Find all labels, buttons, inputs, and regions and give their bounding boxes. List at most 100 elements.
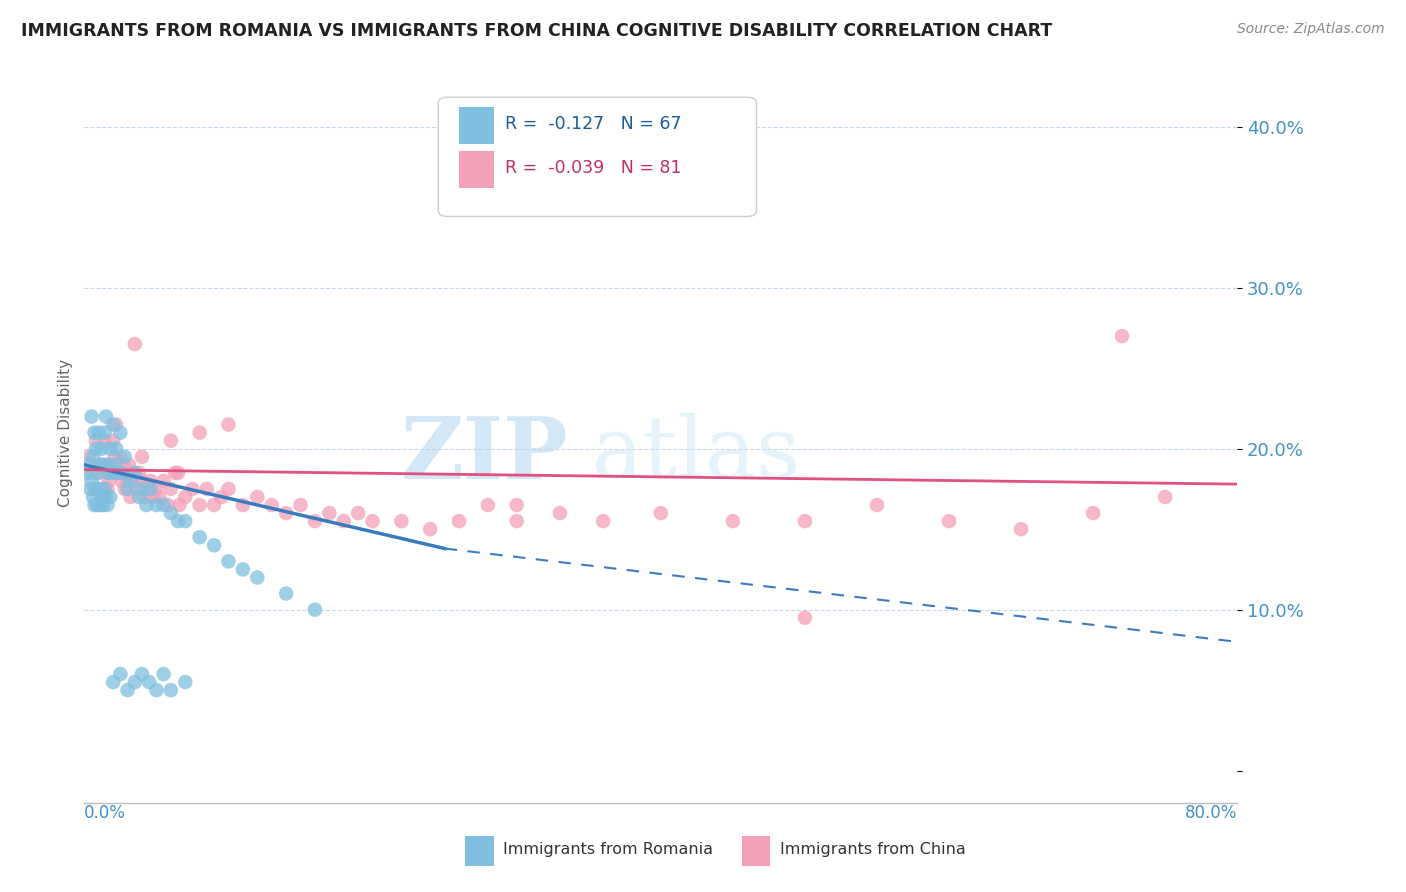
Point — [165, 466, 187, 480]
Point — [124, 675, 146, 690]
Point — [84, 482, 107, 496]
Point — [1083, 506, 1105, 520]
Text: 80.0%: 80.0% — [1185, 804, 1237, 822]
Point — [128, 490, 150, 504]
Point — [97, 474, 120, 488]
Point — [304, 514, 326, 528]
Point — [125, 482, 148, 496]
Point — [105, 442, 128, 456]
Point — [93, 482, 115, 496]
Point — [82, 490, 104, 504]
Point — [117, 683, 139, 698]
FancyBboxPatch shape — [439, 97, 756, 217]
Point — [650, 506, 672, 520]
Point — [98, 466, 121, 480]
Point — [83, 482, 105, 496]
Point — [114, 450, 136, 464]
Point — [202, 498, 225, 512]
Point — [218, 417, 240, 432]
Point — [181, 482, 204, 496]
Point — [160, 434, 183, 448]
Point — [156, 498, 179, 512]
Point — [135, 498, 157, 512]
Point — [188, 530, 211, 544]
Point — [866, 498, 889, 512]
Point — [347, 506, 370, 520]
Point — [1010, 522, 1032, 536]
Point — [103, 675, 124, 690]
Point — [152, 498, 174, 512]
Point — [111, 466, 134, 480]
Point — [419, 522, 441, 536]
Point — [80, 474, 103, 488]
Text: Source: ZipAtlas.com: Source: ZipAtlas.com — [1237, 22, 1385, 37]
Point — [232, 498, 254, 512]
Point — [449, 514, 471, 528]
Point — [1154, 490, 1177, 504]
Point — [90, 490, 112, 504]
Point — [110, 425, 132, 440]
Point — [124, 474, 146, 488]
Point — [188, 425, 211, 440]
Point — [103, 417, 124, 432]
Point — [139, 474, 162, 488]
Point — [91, 490, 114, 504]
Text: ZIP: ZIP — [401, 413, 568, 497]
Point — [202, 538, 225, 552]
Bar — [741, 836, 770, 866]
Point — [93, 434, 115, 448]
Point — [94, 490, 117, 504]
Point — [142, 490, 165, 504]
Point — [90, 482, 112, 496]
Point — [84, 442, 107, 456]
Point — [118, 458, 141, 472]
Point — [134, 490, 156, 504]
Y-axis label: Cognitive Disability: Cognitive Disability — [58, 359, 73, 507]
Point — [96, 466, 118, 480]
Point — [938, 514, 960, 528]
Point — [84, 434, 107, 448]
Point — [148, 490, 170, 504]
Point — [117, 482, 139, 496]
Point — [276, 506, 298, 520]
Point — [174, 514, 197, 528]
Point — [167, 466, 190, 480]
Point — [145, 498, 167, 512]
Point — [80, 466, 103, 480]
Point — [86, 498, 108, 512]
Point — [96, 498, 118, 512]
Text: IMMIGRANTS FROM ROMANIA VS IMMIGRANTS FROM CHINA COGNITIVE DISABILITY CORRELATIO: IMMIGRANTS FROM ROMANIA VS IMMIGRANTS FR… — [21, 22, 1052, 40]
Text: Immigrants from China: Immigrants from China — [779, 842, 966, 857]
Point — [794, 610, 817, 624]
Point — [124, 337, 146, 351]
Point — [1111, 329, 1133, 343]
Point — [152, 667, 174, 681]
Point — [110, 667, 132, 681]
Point — [111, 474, 134, 488]
Point — [91, 458, 114, 472]
Point — [77, 450, 100, 464]
Point — [77, 458, 100, 472]
Point — [304, 602, 326, 616]
Point — [89, 498, 111, 512]
Point — [592, 514, 614, 528]
Point — [794, 514, 817, 528]
Point — [128, 466, 150, 480]
Point — [246, 490, 269, 504]
Point — [391, 514, 413, 528]
Point — [160, 506, 183, 520]
Point — [260, 498, 283, 512]
Point — [721, 514, 744, 528]
Text: R =  -0.127   N = 67: R = -0.127 N = 67 — [505, 115, 682, 133]
Point — [82, 450, 104, 464]
Point — [98, 490, 121, 504]
Point — [103, 434, 124, 448]
Text: R =  -0.039   N = 81: R = -0.039 N = 81 — [505, 160, 682, 178]
Point — [124, 466, 146, 480]
Point — [86, 466, 108, 480]
Point — [477, 498, 499, 512]
Point — [131, 474, 153, 488]
Point — [107, 466, 129, 480]
Point — [246, 570, 269, 584]
Point — [548, 506, 571, 520]
